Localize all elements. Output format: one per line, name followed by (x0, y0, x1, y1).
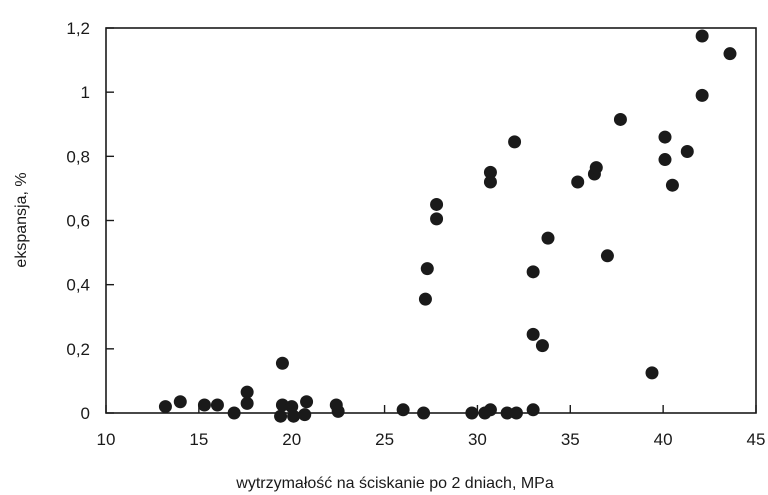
x-tick-label: 10 (97, 430, 116, 449)
data-point (396, 403, 410, 417)
data-point (680, 145, 694, 159)
x-tick-label: 25 (375, 430, 394, 449)
data-point (665, 178, 679, 192)
data-point (158, 400, 172, 414)
y-tick-label: 1 (81, 83, 90, 102)
data-point (526, 265, 540, 279)
data-point (240, 396, 254, 410)
data-point (526, 327, 540, 341)
data-point (210, 398, 224, 412)
data-point (723, 47, 737, 61)
data-point (430, 197, 444, 211)
y-tick-label: 0,4 (66, 276, 90, 295)
data-point (645, 366, 659, 380)
data-point (298, 408, 312, 422)
data-point (535, 339, 549, 353)
data-point (613, 112, 627, 126)
data-point (483, 403, 497, 417)
data-point (541, 231, 555, 245)
data-point (658, 153, 672, 167)
data-point (331, 404, 345, 418)
data-point (300, 395, 314, 409)
data-point (695, 88, 709, 102)
data-point (600, 249, 614, 263)
data-point (275, 356, 289, 370)
data-point (420, 262, 434, 276)
x-tick-label: 20 (282, 430, 301, 449)
x-axis-label: wytrzymałość na ściskanie po 2 dniach, M… (235, 475, 554, 492)
y-tick-label: 0 (81, 404, 90, 423)
data-point (287, 409, 301, 423)
data-point (430, 212, 444, 226)
data-point (173, 395, 187, 409)
data-point (526, 403, 540, 417)
y-tick-label: 0,8 (66, 147, 90, 166)
data-point (508, 135, 522, 149)
data-point (658, 130, 672, 144)
data-point (483, 175, 497, 189)
x-tick-label: 35 (561, 430, 580, 449)
axis-ticks: 10 15 20 25 30 35 40 45 0 0,2 0,4 0,6 0,8 1 1,2 (66, 19, 765, 449)
y-axis-label: ekspansja, % (13, 172, 30, 267)
data-point (240, 385, 254, 399)
x-tick-label: 45 (747, 430, 766, 449)
data-point (509, 406, 523, 420)
data-point (285, 400, 299, 414)
x-tick-label: 15 (189, 430, 208, 449)
x-tick-label: 30 (468, 430, 487, 449)
data-point (589, 161, 603, 175)
data-point (227, 406, 241, 420)
x-tick-label: 40 (654, 430, 673, 449)
data-point (465, 406, 479, 420)
data-point (571, 175, 585, 189)
y-tick-label: 1,2 (66, 19, 90, 38)
data-point (500, 406, 514, 420)
data-point (695, 29, 709, 43)
data-point (197, 398, 211, 412)
y-tick-label: 0,6 (66, 212, 90, 231)
data-points (158, 29, 737, 423)
data-point (417, 406, 431, 420)
data-point (274, 409, 288, 423)
data-point (418, 292, 432, 306)
data-point (483, 165, 497, 179)
y-tick-label: 0,2 (66, 340, 90, 359)
